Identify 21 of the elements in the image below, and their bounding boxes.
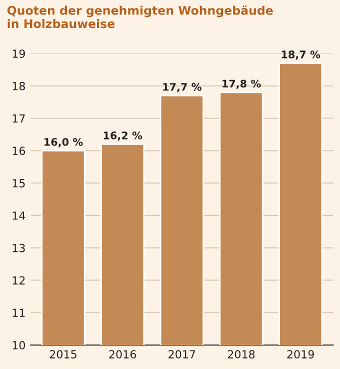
x-tick-label: 2016 [109,350,136,358]
data-label: 17,8 % [222,80,261,89]
y-tick-label: 10 [12,340,25,350]
y-tick-label: 17 [12,114,25,123]
x-tick-label: 2015 [50,350,76,358]
y-tick-label: 14 [12,212,26,220]
y-tick-label: 19 [12,49,25,58]
data-label: 16,0 % [44,138,83,148]
data-label: 16,2 % [104,132,142,141]
y-tick-label: 12 [12,276,25,284]
data-label: 18,7 % [282,50,320,60]
y-tick-label: 15 [12,179,25,188]
x-tick-label: 2019 [287,350,314,358]
chart-title: Quoten der genehmigten Wohngebäude in Holzbauweise [7,6,273,28]
y-tick-label: 13 [12,244,25,252]
x-tick-label: 2018 [228,350,255,358]
y-tick-label: 16 [12,146,26,156]
data-label: 17,7 % [163,82,202,92]
y-tick-label: 18 [12,82,25,90]
y-tick-label: 11 [12,308,25,317]
x-tick-label: 2017 [168,350,196,358]
